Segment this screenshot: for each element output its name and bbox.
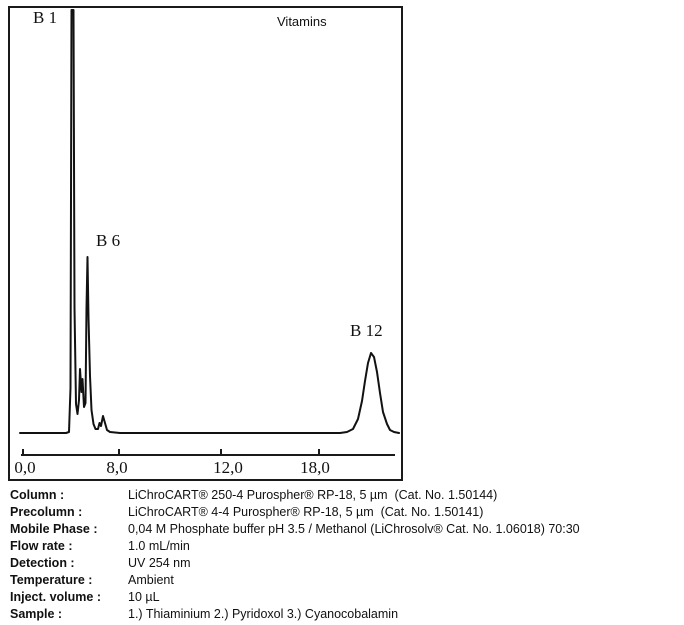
table-row: Detection : UV 254 nm — [10, 555, 678, 572]
conditions-table: Column : LiChroCART® 250-4 Purospher® RP… — [10, 487, 678, 623]
x-tick-label: 8,0 — [106, 458, 128, 477]
table-row: Mobile Phase : 0,04 M Phosphate buffer p… — [10, 521, 678, 538]
condition-value: LiChroCART® 4-4 Purospher® RP-18, 5 µm (… — [128, 505, 484, 519]
chromatogram-panel: Vitamins B 1 B 6 B 12 0,0 8,0 12,0 18,0 — [8, 6, 403, 481]
x-tick-label: 0,0 — [14, 458, 36, 477]
peak-label: B 1 — [33, 8, 58, 27]
condition-value: Ambient — [128, 573, 174, 587]
chromatogram-trace — [19, 9, 400, 434]
condition-label: Mobile Phase : — [10, 522, 98, 536]
condition-label: Inject. volume : — [10, 590, 101, 604]
condition-label: Temperature : — [10, 573, 93, 587]
peak-label: B 12 — [350, 321, 383, 340]
x-tick-label: 12,0 — [213, 458, 243, 477]
condition-label: Detection : — [10, 556, 75, 570]
peak-label: B 6 — [96, 231, 121, 250]
table-row: Temperature : Ambient — [10, 572, 678, 589]
chromatogram-plot — [19, 9, 400, 456]
table-row: Column : LiChroCART® 250-4 Purospher® RP… — [10, 487, 678, 504]
table-row: Flow rate : 1.0 mL/min — [10, 538, 678, 555]
condition-value: LiChroCART® 250-4 Purospher® RP-18, 5 µm… — [128, 488, 498, 502]
condition-label: Precolumn : — [10, 505, 83, 519]
x-tick-label: 18,0 — [300, 458, 330, 477]
x-axis-line — [21, 449, 395, 456]
condition-value: 1.0 mL/min — [128, 539, 190, 553]
condition-label: Flow rate : — [10, 539, 73, 553]
condition-value: 1.) Thiaminium 2.) Pyridoxol 3.) Cyanoco… — [128, 607, 399, 621]
condition-value: UV 254 nm — [128, 556, 191, 570]
condition-label: Column : — [10, 488, 65, 502]
table-row: Inject. volume : 10 µL — [10, 589, 678, 606]
chart-title: Vitamins — [277, 14, 327, 29]
condition-label: Sample : — [10, 607, 63, 621]
condition-value: 0,04 M Phosphate buffer pH 3.5 / Methano… — [128, 522, 580, 536]
table-row: Precolumn : LiChroCART® 4-4 Purospher® R… — [10, 504, 678, 521]
table-row: Sample : 1.) Thiaminium 2.) Pyridoxol 3.… — [10, 606, 678, 623]
condition-value: 10 µL — [128, 590, 160, 604]
